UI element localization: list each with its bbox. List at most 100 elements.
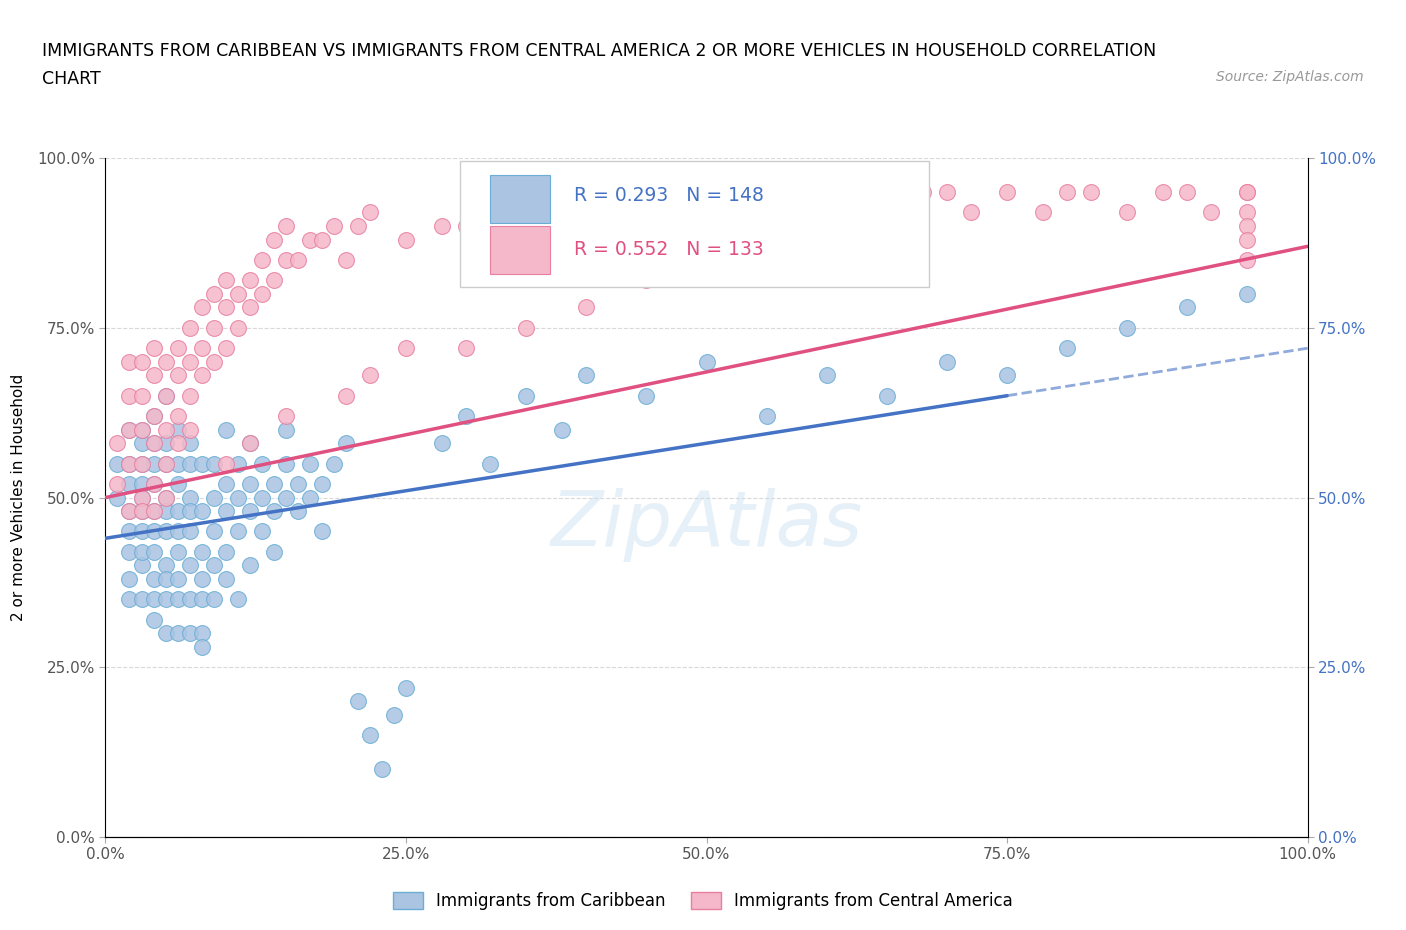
Point [239, 558, 262, 573]
Point [239, 300, 262, 315]
Point [274, 408, 297, 423]
Point [166, 476, 188, 491]
Point [131, 436, 153, 451]
Point [335, 436, 357, 451]
Point [202, 525, 225, 539]
Point [575, 300, 598, 315]
Point [118, 476, 141, 491]
Point [142, 572, 165, 587]
Point [311, 525, 333, 539]
Point [190, 640, 212, 655]
Point [214, 300, 236, 315]
Point [239, 504, 262, 519]
Point [515, 320, 537, 336]
Point [155, 436, 177, 451]
Point [118, 422, 141, 437]
Point [1236, 286, 1258, 301]
Point [263, 544, 285, 559]
Point [876, 389, 898, 404]
Point [179, 525, 201, 539]
Point [107, 476, 129, 491]
Point [226, 490, 249, 505]
Point [142, 408, 165, 423]
Point [454, 219, 477, 233]
Point [155, 558, 177, 573]
Point [250, 253, 273, 268]
Point [142, 436, 165, 451]
Point [118, 592, 141, 607]
Point [755, 205, 778, 219]
Point [1116, 320, 1139, 336]
Point [995, 185, 1018, 200]
Point [1236, 185, 1258, 200]
Point [142, 436, 165, 451]
Point [155, 422, 177, 437]
Point [214, 476, 236, 491]
Point [155, 389, 177, 404]
Point [155, 389, 177, 404]
Point [239, 272, 262, 287]
Point [636, 389, 658, 404]
Point [131, 490, 153, 505]
Point [131, 525, 153, 539]
Point [1236, 205, 1258, 219]
Point [1032, 205, 1054, 219]
Point [190, 572, 212, 587]
Point [155, 490, 177, 505]
Point [815, 368, 838, 383]
Point [142, 476, 165, 491]
Point [142, 504, 165, 519]
Text: R = 0.293   N = 148: R = 0.293 N = 148 [574, 186, 763, 205]
Point [263, 232, 285, 247]
Point [1152, 185, 1174, 200]
Point [190, 504, 212, 519]
Point [179, 558, 201, 573]
Point [179, 457, 201, 472]
Point [274, 422, 297, 437]
Point [131, 354, 153, 369]
Point [179, 389, 201, 404]
Point [1175, 300, 1198, 315]
Point [239, 436, 262, 451]
Point [155, 490, 177, 505]
Point [214, 457, 236, 472]
Point [142, 457, 165, 472]
Point [179, 422, 201, 437]
Point [226, 457, 249, 472]
Point [515, 185, 537, 200]
Point [131, 504, 153, 519]
Point [142, 592, 165, 607]
Point [755, 408, 778, 423]
Point [815, 185, 838, 200]
Point [118, 354, 141, 369]
Point [131, 422, 153, 437]
Point [179, 320, 201, 336]
Point [287, 504, 309, 519]
Point [298, 457, 321, 472]
Point [142, 504, 165, 519]
Point [274, 219, 297, 233]
Point [347, 219, 370, 233]
Point [696, 354, 718, 369]
Point [671, 205, 693, 219]
Point [118, 504, 141, 519]
Point [202, 490, 225, 505]
Point [166, 525, 188, 539]
Point [250, 525, 273, 539]
Point [107, 457, 129, 472]
Point [263, 272, 285, 287]
Point [298, 490, 321, 505]
Point [166, 457, 188, 472]
Point [166, 422, 188, 437]
Point [359, 368, 381, 383]
Point [190, 626, 212, 641]
Point [166, 340, 188, 355]
Point [166, 572, 188, 587]
Point [118, 389, 141, 404]
Point [1056, 340, 1078, 355]
Text: CHART: CHART [42, 70, 101, 87]
Point [382, 708, 405, 723]
Point [190, 457, 212, 472]
Point [599, 232, 621, 247]
Point [395, 340, 418, 355]
